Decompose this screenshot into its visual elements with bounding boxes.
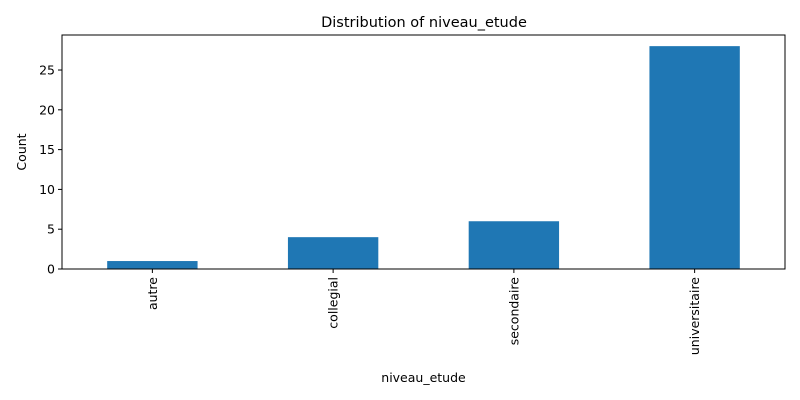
bar-secondaire <box>468 221 560 269</box>
y-tick-label: 5 <box>47 222 55 237</box>
x-tick-label-secondaire: secondaire <box>506 277 521 346</box>
bar-collegial <box>287 237 379 269</box>
x-tick-label-universitaire: universitaire <box>687 277 702 355</box>
y-tick-label: 20 <box>39 102 55 117</box>
x-axis-label: niveau_etude <box>381 370 466 385</box>
y-tick-label: 15 <box>39 142 55 157</box>
y-tick-label: 25 <box>39 63 55 78</box>
plot-area: 0 5 10 15 20 25 autre collegial secondaire univer… <box>39 34 786 355</box>
plot-frame <box>61 34 786 270</box>
bar-autre <box>107 261 198 269</box>
bar-universitaire <box>649 46 740 270</box>
x-tick-label-autre: autre <box>145 277 160 310</box>
chart-title: Distribution of niveau_etude <box>321 15 527 31</box>
y-tick-label: 0 <box>47 262 55 277</box>
x-tick-label-collegial: collegial <box>326 277 341 329</box>
y-tick-label: 10 <box>39 182 55 197</box>
y-axis-label: Count <box>14 133 29 170</box>
